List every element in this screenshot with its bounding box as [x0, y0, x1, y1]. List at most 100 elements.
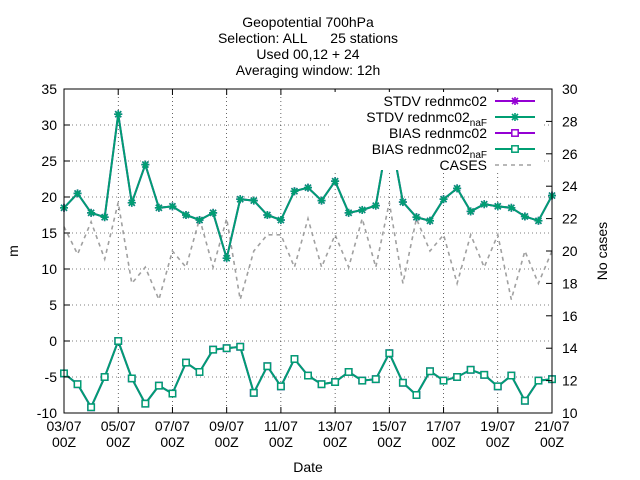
legend-background	[330, 92, 542, 170]
title-line: Geopotential 700hPa	[242, 14, 374, 30]
y2-tick-label: 10	[562, 405, 578, 421]
x-tick-label: 00Z	[160, 434, 185, 450]
data-point	[534, 216, 543, 225]
legend-item: STDV rednmc02naF	[366, 109, 535, 129]
data-point	[236, 342, 245, 351]
data-point	[87, 208, 96, 217]
legend-item: CASES	[440, 157, 535, 173]
data-point	[209, 345, 218, 354]
x-tick-label: 05/07	[101, 418, 136, 434]
data-point	[331, 177, 340, 186]
y-tick-label: 30	[41, 117, 57, 133]
data-point	[466, 207, 475, 216]
data-point	[439, 376, 448, 385]
title-line: Averaging window: 12h	[236, 62, 381, 78]
y2-tick-label: 20	[562, 243, 578, 259]
data-point	[182, 358, 190, 367]
y2-tick-label: 28	[562, 113, 578, 129]
legend-marker	[511, 129, 519, 137]
x-tick-label: 09/07	[209, 418, 244, 434]
data-point	[507, 371, 516, 380]
data-point	[331, 378, 340, 386]
legend-label: BIAS rednmc02	[389, 125, 487, 141]
legend-marker	[511, 97, 519, 105]
x-tick-label: 17/07	[426, 418, 461, 434]
data-point	[168, 389, 177, 398]
data-point	[412, 391, 421, 399]
y-tick-label: -10	[37, 405, 57, 421]
series-cases	[63, 202, 553, 303]
data-point	[466, 365, 475, 374]
legend-item: STDV rednmc02	[384, 93, 535, 109]
data-point	[398, 378, 407, 387]
x-tick-label: 21/07	[534, 418, 569, 434]
data-point	[100, 373, 109, 381]
y2-tick-label: 26	[562, 146, 578, 162]
data-point	[534, 376, 543, 385]
data-point	[398, 198, 407, 207]
data-point	[209, 208, 218, 217]
data-point	[154, 381, 163, 390]
left-axis-tick-labels: -10 -5 0 5 10 15 20 25 30 35	[37, 81, 57, 421]
x-tick-label: 15/07	[372, 418, 407, 434]
x-tick-label: 11/07	[264, 418, 298, 434]
legend-marker	[511, 145, 519, 153]
series-stdv-rednmc02-naf	[60, 110, 556, 263]
y-tick-label: 35	[41, 81, 57, 97]
data-point	[371, 201, 380, 210]
legend-label: STDV rednmc02naF	[366, 109, 487, 129]
data-point	[182, 211, 190, 219]
data-point	[453, 184, 462, 193]
x-axis-tick-labels: 03/0700Z05/0700Z07/0700Z09/0700Z11/0700Z…	[46, 418, 569, 450]
x-axis-label: Date	[293, 459, 323, 475]
x-tick-label: 00Z	[215, 434, 240, 450]
data-point	[439, 195, 448, 204]
data-point	[168, 202, 177, 211]
data-point	[141, 160, 150, 169]
y-tick-label: 20	[41, 189, 57, 205]
data-point	[385, 349, 394, 358]
data-point	[73, 189, 82, 198]
data-point	[453, 373, 462, 381]
data-point	[100, 213, 109, 222]
y-axis-label: m	[5, 245, 21, 257]
y2-tick-label: 18	[562, 275, 578, 291]
data-point	[249, 196, 258, 205]
data-point	[154, 203, 163, 212]
data-point	[304, 183, 312, 192]
data-point	[493, 202, 502, 211]
y-tick-label: 25	[41, 153, 57, 169]
y-tick-label: -5	[45, 369, 58, 385]
data-point	[263, 211, 272, 219]
y2-axis-label: No cases	[594, 222, 610, 280]
series-bias-rednmc02-naf	[60, 337, 556, 412]
title-line: Used 00,12 + 24	[256, 46, 359, 62]
data-point	[127, 374, 136, 383]
data-point	[141, 399, 150, 408]
legend-label: BIAS rednmc02naF	[372, 141, 487, 161]
data-point	[304, 371, 312, 380]
data-point	[263, 362, 272, 371]
y-tick-label: 5	[49, 297, 57, 313]
data-point	[520, 212, 529, 221]
right-axis-tick-labels: 10 12 14 16 18 20 22 24 26 28 30	[562, 81, 578, 421]
data-point	[358, 376, 367, 385]
data-point	[222, 254, 231, 263]
x-tick-label: 00Z	[106, 434, 131, 450]
data-point	[480, 200, 489, 209]
x-tick-label: 00Z	[377, 434, 402, 450]
x-tick-label: 03/07	[46, 418, 81, 434]
x-tick-label: 00Z	[269, 434, 294, 450]
x-tick-label: 19/07	[480, 418, 515, 434]
y2-tick-label: 16	[562, 308, 578, 324]
x-tick-label: 00Z	[431, 434, 456, 450]
data-point	[73, 380, 82, 389]
data-point	[426, 367, 434, 376]
data-point	[344, 208, 353, 217]
data-point	[412, 213, 421, 222]
x-tick-label: 13/07	[318, 418, 353, 434]
y2-tick-label: 12	[562, 373, 578, 389]
x-tick-label: 00Z	[323, 434, 348, 450]
